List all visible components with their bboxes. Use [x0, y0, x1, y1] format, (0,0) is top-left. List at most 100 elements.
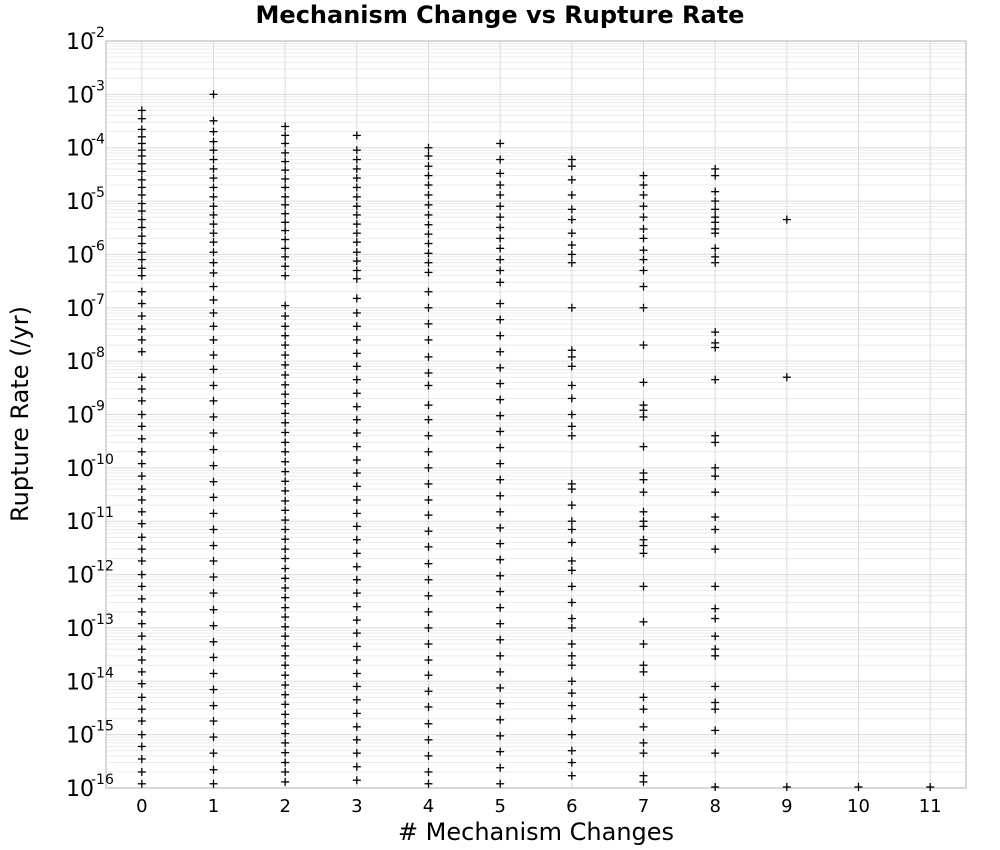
scatter-point: [352, 229, 361, 238]
scatter-point: [281, 271, 290, 280]
scatter-point: [352, 174, 361, 183]
scatter-point: [137, 299, 146, 308]
scatter-point: [209, 335, 218, 344]
scatter-point: [137, 312, 146, 321]
scatter-point: [209, 90, 218, 99]
scatter-point: [137, 779, 146, 788]
scatter-point: [281, 380, 290, 389]
scatter-point: [424, 171, 433, 180]
scatter-point: [137, 582, 146, 591]
scatter-point: [137, 215, 146, 224]
scatter-point: [281, 322, 290, 331]
scatter-point: [639, 412, 648, 421]
scatter-point: [639, 507, 648, 516]
scatter-point: [424, 319, 433, 328]
scatter-point: [424, 687, 433, 696]
scatter-point: [209, 351, 218, 360]
y-axis-ticks: 10-210-310-410-510-610-710-810-910-1010-…: [66, 25, 114, 802]
scatter-point: [137, 594, 146, 603]
y-tick-base: 10: [66, 30, 94, 55]
scatter-point: [711, 488, 720, 497]
scatter-point: [281, 554, 290, 563]
scatter-point: [352, 248, 361, 257]
scatter-point: [424, 151, 433, 160]
scatter-point: [352, 375, 361, 384]
scatter-point: [137, 472, 146, 481]
scatter-point: [567, 241, 576, 250]
scatter-point: [711, 682, 720, 691]
scatter-point: [281, 661, 290, 670]
scatter-point: [639, 722, 648, 731]
scatter-point: [424, 431, 433, 440]
scatter-point: [137, 507, 146, 516]
scatter-point: [352, 695, 361, 704]
y-tick-base: 10: [66, 510, 94, 535]
scatter-point: [281, 516, 290, 525]
scatter-point: [496, 475, 505, 484]
y-tick-exponent: -9: [91, 399, 105, 415]
scatter-point: [209, 701, 218, 710]
x-tick-label: 8: [709, 796, 720, 817]
scatter-point: [496, 667, 505, 676]
scatter-point: [281, 545, 290, 554]
x-tick-label: 10: [847, 796, 870, 817]
data-points: [137, 90, 935, 791]
scatter-point: [496, 731, 505, 740]
scatter-point: [424, 479, 433, 488]
scatter-point: [424, 511, 433, 520]
x-tick-label: 7: [638, 796, 649, 817]
y-tick-label: 10-4: [66, 132, 105, 162]
scatter-point: [137, 167, 146, 176]
scatter-point: [209, 445, 218, 454]
scatter-point: [567, 381, 576, 390]
scatter-point: [567, 431, 576, 440]
scatter-point: [209, 621, 218, 630]
scatter-point: [209, 509, 218, 518]
scatter-point: [209, 365, 218, 374]
scatter-point: [352, 164, 361, 173]
scatter-point: [424, 751, 433, 760]
scatter-point: [496, 299, 505, 308]
scatter-point: [281, 341, 290, 350]
scatter-point: [639, 667, 648, 676]
scatter-point: [567, 746, 576, 755]
scatter-point: [281, 331, 290, 340]
scatter-point: [137, 545, 146, 554]
scatter-point: [496, 603, 505, 612]
scatter-point: [352, 257, 361, 266]
scatter-point: [567, 229, 576, 238]
y-tick-base: 10: [66, 670, 94, 695]
scatter-point: [567, 394, 576, 403]
scatter-point: [567, 714, 576, 723]
x-tick-label: 4: [423, 796, 434, 817]
scatter-point: [137, 239, 146, 248]
scatter-point: [137, 656, 146, 665]
scatter-point: [496, 202, 505, 211]
scatter-point: [352, 294, 361, 303]
scatter-point: [567, 175, 576, 184]
scatter-point: [639, 213, 648, 222]
y-tick-base: 10: [66, 617, 94, 642]
scatter-point: [352, 442, 361, 451]
scatter-point: [567, 689, 576, 698]
scatter-point: [352, 210, 361, 219]
scatter-point: [352, 735, 361, 744]
scatter-point: [567, 758, 576, 767]
scatter-point: [352, 322, 361, 331]
scatter-point: [209, 192, 218, 201]
scatter-point: [137, 248, 146, 257]
scatter-point: [496, 507, 505, 516]
scatter-point: [424, 415, 433, 424]
scatter-point: [281, 729, 290, 738]
y-tick-label: 10-10: [66, 452, 114, 482]
scatter-point: [281, 584, 290, 593]
scatter-point: [281, 632, 290, 641]
scatter-point: [424, 767, 433, 776]
scatter-point: [352, 535, 361, 544]
scatter-point: [281, 226, 290, 235]
scatter-point: [424, 719, 433, 728]
y-tick-exponent: -2: [91, 25, 105, 41]
scatter-point: [567, 215, 576, 224]
scatter-point: [352, 146, 361, 155]
